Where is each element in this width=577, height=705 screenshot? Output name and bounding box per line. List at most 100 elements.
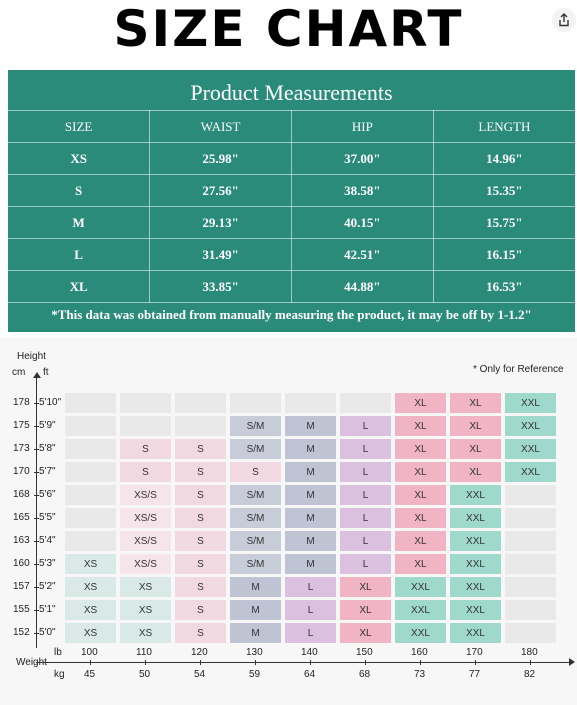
size-cell: S (8, 174, 151, 207)
size-cell: XL (450, 462, 501, 482)
height-ft-label: 5'10" (39, 397, 62, 408)
weight-tick (530, 660, 531, 665)
size-cell (120, 393, 171, 413)
height-tick (34, 541, 39, 542)
height-tick (34, 518, 39, 519)
height-cm-label: 178 (13, 397, 30, 408)
size-cell: XXL (505, 439, 556, 459)
size-cell: XS (120, 577, 171, 597)
table-row: S 27.56" 38.58" 15.35" (8, 174, 575, 207)
size-cell: XS (120, 623, 171, 643)
size-cell: M (285, 485, 336, 505)
height-label: Height (17, 351, 46, 362)
size-cell: S (175, 623, 226, 643)
height-tick (34, 426, 39, 427)
weight-lb-label: 160 (411, 647, 428, 658)
size-cell: XXL (505, 393, 556, 413)
height-ft-label: 5'5" (39, 512, 56, 523)
size-recommendation-grid: Height cm ft * Only for Reference 178 5'10" XL… (0, 338, 577, 705)
height-tick (34, 403, 39, 404)
table-row: L 31.49" 42.51" 16.15" (8, 238, 575, 271)
size-cell: XS/S (120, 485, 171, 505)
size-cell: L (340, 439, 391, 459)
size-cell: M (285, 554, 336, 574)
waist-cell: 31.49" (149, 238, 292, 271)
size-cell (175, 393, 226, 413)
height-tick (34, 610, 39, 611)
weight-kg-label: 50 (139, 669, 151, 680)
table-row: M 29.13" 40.15" 15.75" (8, 206, 575, 239)
size-cell: S/M (230, 554, 281, 574)
height-cm-label: 173 (13, 443, 30, 454)
size-cell: XS (120, 600, 171, 620)
size-cell: L (340, 531, 391, 551)
height-cm-label: 157 (13, 581, 30, 592)
size-cell (505, 485, 556, 505)
height-ft-label: 5'2" (39, 581, 56, 592)
ft-label: ft (43, 367, 49, 378)
size-cell: S (120, 462, 171, 482)
header-waist: WAIST (149, 110, 292, 143)
size-cell: S/M (230, 508, 281, 528)
size-cell: M (230, 623, 281, 643)
size-cell: L (340, 554, 391, 574)
size-cell (505, 508, 556, 528)
size-cell: L (340, 416, 391, 436)
size-cell: M (285, 531, 336, 551)
hip-cell: 42.51" (291, 238, 434, 271)
weight-kg-label: 77 (469, 669, 481, 680)
height-tick (34, 633, 39, 634)
size-cell (65, 531, 116, 551)
size-cell: XS/S (120, 531, 171, 551)
size-cell: S (175, 462, 226, 482)
height-ft-label: 5'4" (39, 535, 56, 546)
size-cell: XXL (395, 600, 446, 620)
header-size: SIZE (8, 110, 151, 143)
size-cell: XL (395, 393, 446, 413)
height-cm-label: 152 (13, 627, 30, 638)
weight-lb-label: 140 (301, 647, 318, 658)
weight-kg-label: 73 (414, 669, 426, 680)
size-cell (505, 600, 556, 620)
size-cell (505, 623, 556, 643)
size-cell: S (175, 508, 226, 528)
size-cell (505, 577, 556, 597)
size-cell: XS (65, 623, 116, 643)
size-cell: M (8, 206, 151, 239)
size-cell: S/M (230, 416, 281, 436)
table-row: XL 33.85" 44.88" 16.53" (8, 270, 575, 303)
page-title: SIZE CHART (113, 0, 464, 58)
size-cell: XL (395, 462, 446, 482)
size-cell: XS (65, 600, 116, 620)
height-cm-label: 165 (13, 512, 30, 523)
size-cell: XL (340, 623, 391, 643)
measurements-title: Product Measurements (190, 80, 393, 105)
weight-kg-label: 82 (524, 669, 536, 680)
measurements-table: SIZE WAIST HIP LENGTH XS 25.98" 37.00" 1… (8, 110, 575, 303)
size-cell: L (285, 577, 336, 597)
size-cell: XXL (450, 577, 501, 597)
size-cell: XS (65, 577, 116, 597)
size-cell (340, 393, 391, 413)
weight-axis-arrow (569, 658, 575, 666)
weight-kg-label: 54 (194, 669, 206, 680)
length-cell: 14.96" (432, 142, 575, 175)
lb-label: lb (54, 647, 62, 658)
size-cell: XS/S (120, 554, 171, 574)
size-cell: L (285, 600, 336, 620)
height-ft-label: 5'6" (39, 489, 56, 500)
size-cell: S (120, 439, 171, 459)
height-axis-line (36, 378, 37, 648)
table-row: XS 25.98" 37.00" 14.96" (8, 142, 575, 175)
height-tick (34, 564, 39, 565)
length-cell: 15.75" (432, 206, 575, 239)
height-tick (34, 587, 39, 588)
share-button[interactable] (552, 8, 576, 32)
cm-label: cm (12, 367, 26, 378)
size-cell: XXL (505, 462, 556, 482)
height-ft-label: 5'3" (39, 558, 56, 569)
size-cell: M (285, 462, 336, 482)
weight-kg-label: 64 (304, 669, 316, 680)
height-cm-label: 175 (13, 420, 30, 431)
size-cell: XXL (505, 416, 556, 436)
